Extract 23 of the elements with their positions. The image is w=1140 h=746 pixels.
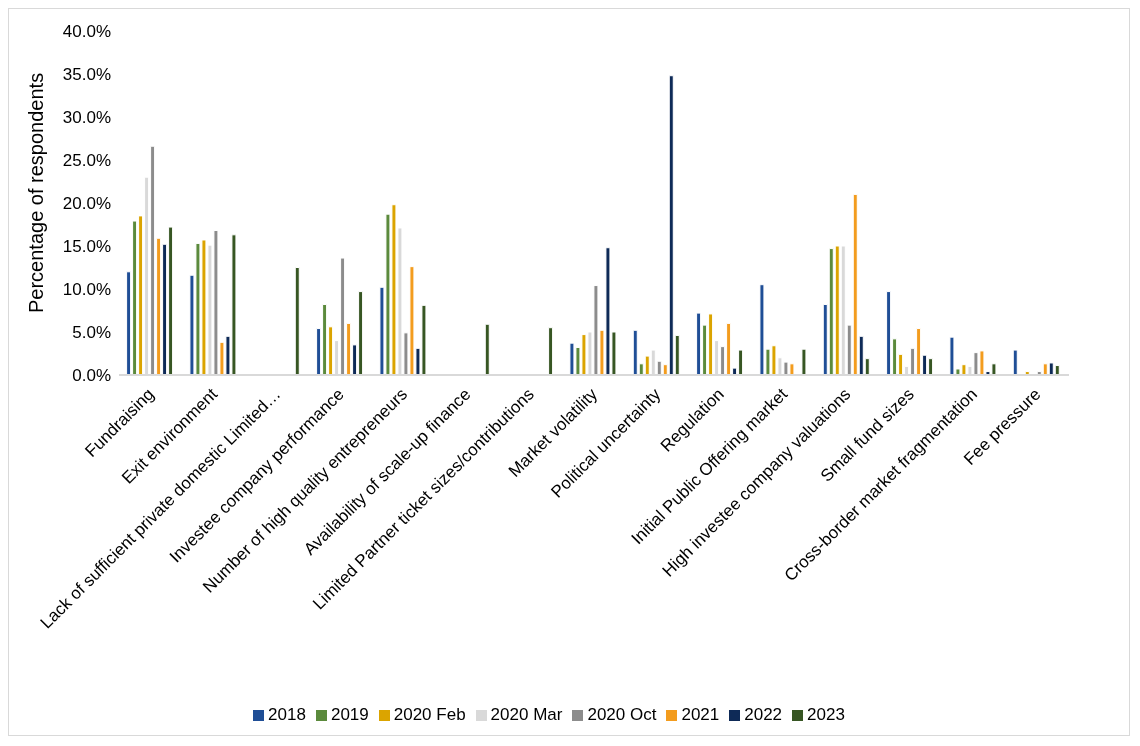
y-tick-label: 10.0%	[62, 280, 111, 300]
y-tick-label: 5.0%	[72, 323, 111, 343]
y-tick-label: 30.0%	[62, 108, 111, 128]
y-axis-title: Percentage of respondents	[25, 72, 48, 313]
legend-label: 2018	[268, 705, 306, 724]
bar	[548, 327, 554, 375]
bar	[484, 323, 490, 375]
y-tick-label: 20.0%	[62, 194, 111, 214]
bar	[294, 267, 300, 375]
legend-label: 2020 Mar	[490, 705, 563, 724]
bar	[1012, 349, 1018, 375]
bar	[801, 348, 807, 375]
legend-label: 2023	[807, 705, 845, 724]
legend-label: 2022	[744, 705, 783, 724]
y-tick-label: 0.0%	[72, 366, 111, 386]
y-tick-label: 25.0%	[62, 151, 111, 171]
y-tick-label: 15.0%	[62, 237, 111, 257]
legend-label: 2020 Feb	[393, 705, 466, 724]
legend-label: 2021	[681, 705, 720, 724]
legend-label: 2020 Oct	[587, 705, 657, 724]
y-tick-label: 40.0%	[62, 22, 111, 42]
legend-label: 2019	[330, 705, 369, 724]
y-tick-label: 35.0%	[62, 65, 111, 85]
